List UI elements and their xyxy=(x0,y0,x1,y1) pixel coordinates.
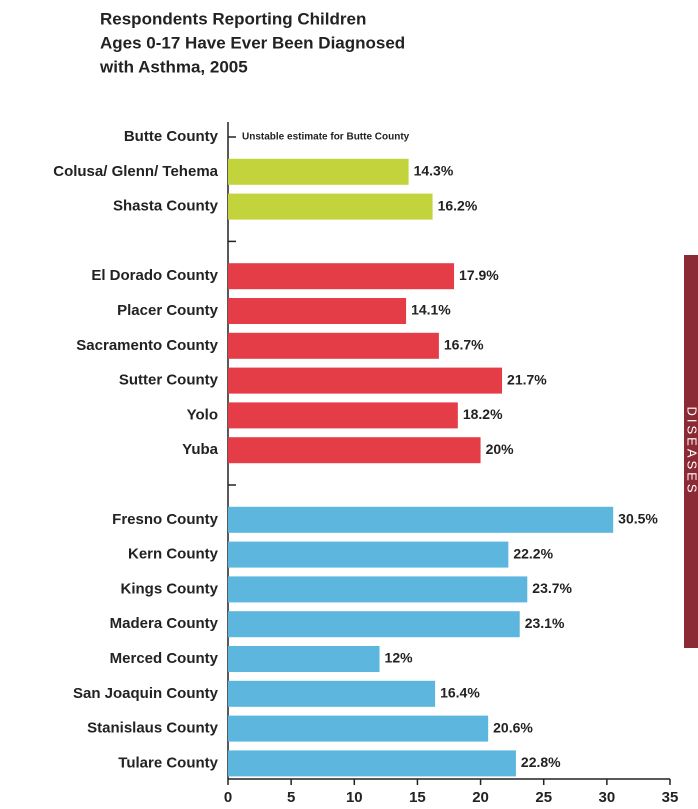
y-tick-label: San Joaquin County xyxy=(73,685,219,702)
y-tick-label: Merced County xyxy=(110,650,219,667)
y-tick-label: Yolo xyxy=(187,406,218,423)
value-label: 18.2% xyxy=(463,406,503,422)
value-label: 20% xyxy=(486,441,515,457)
y-tick-label: Colusa/ Glenn/ Tehema xyxy=(53,163,218,180)
value-label: 21.7% xyxy=(507,371,547,387)
value-label: 16.4% xyxy=(440,685,480,701)
value-label: 16.2% xyxy=(438,197,478,213)
annotation: Unstable estimate for Butte County xyxy=(242,132,410,143)
bar xyxy=(228,715,489,742)
value-label: 14.1% xyxy=(411,302,451,318)
y-tick-label: Fresno County xyxy=(112,511,218,528)
bar xyxy=(228,298,407,324)
bar xyxy=(228,611,520,638)
bar xyxy=(228,158,409,185)
bar xyxy=(228,506,614,533)
y-tick-label: Butte County xyxy=(124,128,219,145)
y-tick-label: Placer County xyxy=(117,302,219,319)
y-tick-label: Kings County xyxy=(121,580,219,597)
bar xyxy=(228,367,503,394)
y-tick-label: Madera County xyxy=(110,615,219,632)
x-tick-label: 20 xyxy=(472,789,489,806)
value-label: 14.3% xyxy=(414,163,454,179)
y-tick-label: Yuba xyxy=(182,441,219,458)
bar xyxy=(228,332,439,359)
y-tick-label: Sacramento County xyxy=(76,337,218,354)
x-tick-label: 35 xyxy=(662,789,679,806)
bar xyxy=(228,437,481,464)
x-tick-label: 25 xyxy=(535,789,552,806)
side-tab-label: DISEASES xyxy=(685,406,698,495)
x-tick-label: 0 xyxy=(224,789,232,806)
bar xyxy=(228,541,509,568)
x-tick-label: 10 xyxy=(346,789,363,806)
value-label: 20.6% xyxy=(493,719,533,735)
value-label: 22.2% xyxy=(513,545,553,561)
y-tick-label: Tulare County xyxy=(118,754,218,771)
value-label: 22.8% xyxy=(521,754,561,770)
x-tick-label: 5 xyxy=(287,789,295,806)
bar xyxy=(228,193,433,220)
value-label: 23.7% xyxy=(532,580,572,596)
y-tick-label: Sutter County xyxy=(119,372,219,389)
x-tick-label: 30 xyxy=(599,789,616,806)
value-label: 30.5% xyxy=(618,511,658,527)
value-label: 12% xyxy=(385,650,414,666)
y-tick-label: Kern County xyxy=(128,546,219,563)
chart-title: Ages 0-17 Have Ever Been Diagnosed xyxy=(100,33,405,52)
value-label: 23.1% xyxy=(525,615,565,631)
x-tick-label: 15 xyxy=(409,789,426,806)
bar xyxy=(228,263,455,290)
bar xyxy=(228,646,380,672)
bar xyxy=(228,680,436,707)
bar xyxy=(228,402,458,429)
side-tab xyxy=(684,255,698,648)
value-label: 16.7% xyxy=(444,337,484,353)
bar xyxy=(228,750,516,777)
y-tick-label: El Dorado County xyxy=(91,267,218,284)
chart-title: Respondents Reporting Children xyxy=(100,9,366,28)
bar xyxy=(228,576,528,603)
y-tick-label: Stanislaus County xyxy=(87,720,219,737)
chart-title: with Asthma, 2005 xyxy=(99,57,248,76)
y-tick-label: Shasta County xyxy=(113,198,219,215)
value-label: 17.9% xyxy=(459,267,499,283)
